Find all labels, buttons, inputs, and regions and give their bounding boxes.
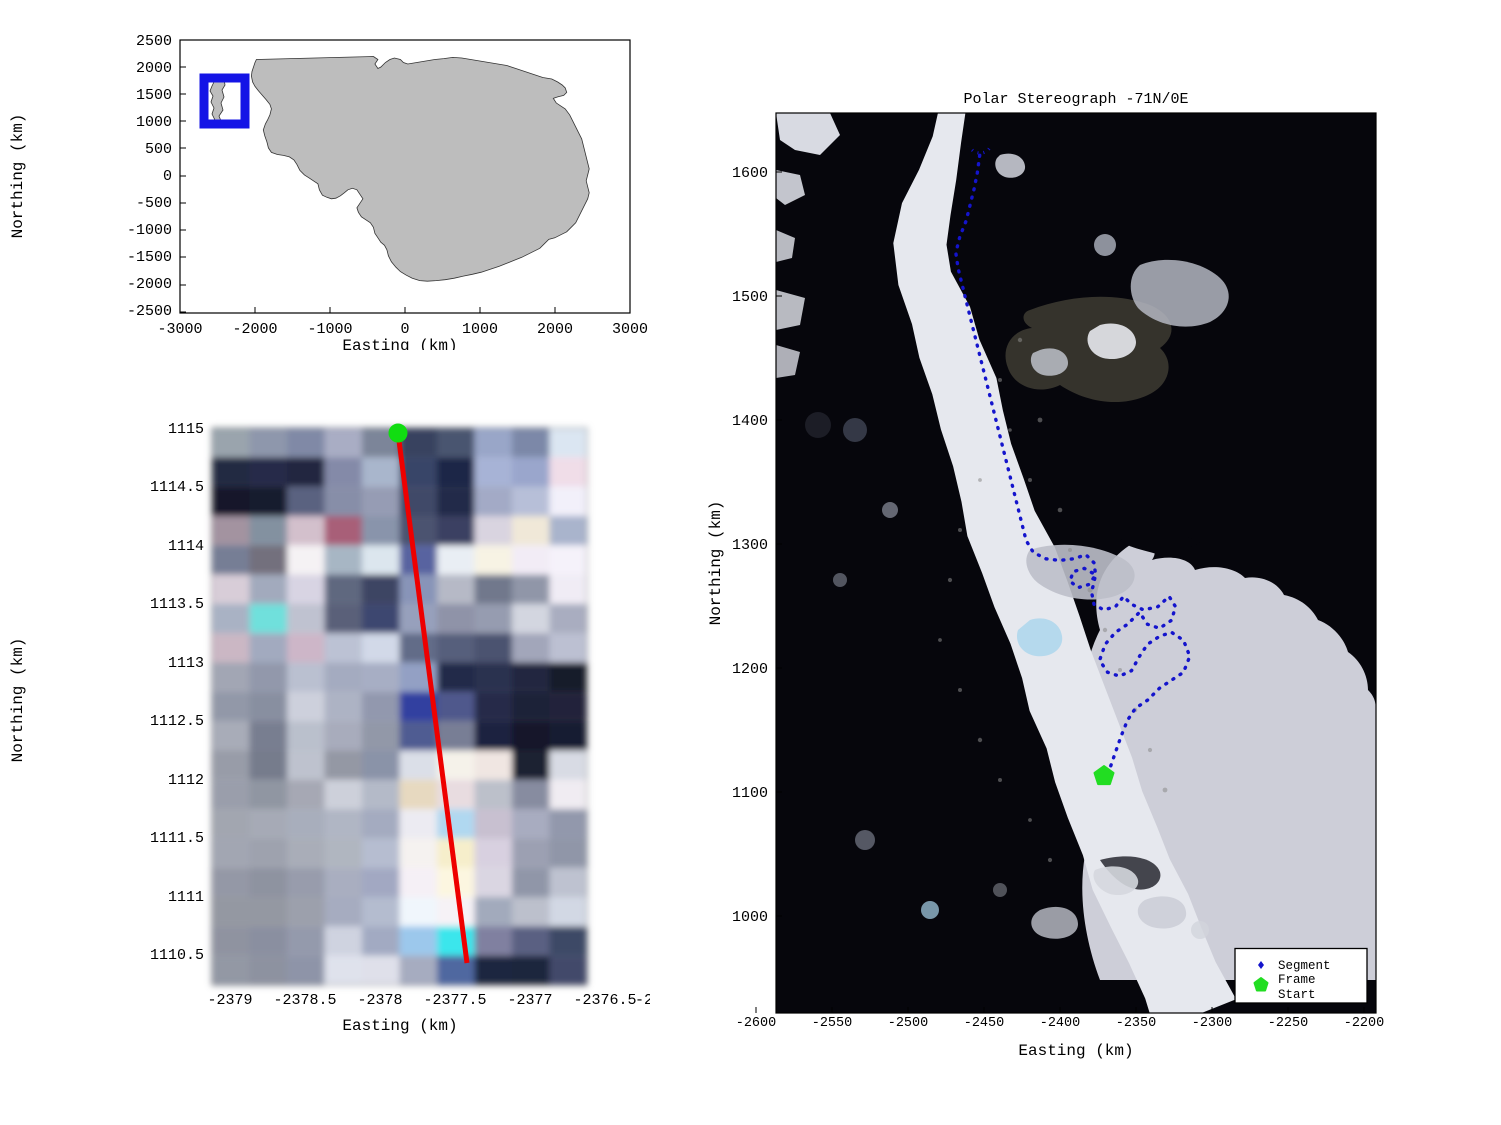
svg-text:2000: 2000 bbox=[537, 321, 573, 338]
svg-text:1114: 1114 bbox=[168, 538, 204, 555]
svg-text:-2250: -2250 bbox=[1268, 1016, 1309, 1031]
svg-text:1600: 1600 bbox=[732, 165, 768, 182]
svg-text:-2550: -2550 bbox=[812, 1016, 853, 1031]
svg-text:-3000: -3000 bbox=[157, 321, 202, 338]
svg-text:1112.5: 1112.5 bbox=[150, 713, 204, 730]
svg-text:-2500: -2500 bbox=[888, 1016, 929, 1031]
svg-text:1115: 1115 bbox=[168, 421, 204, 438]
svg-text:3000: 3000 bbox=[612, 321, 648, 338]
svg-text:1300: 1300 bbox=[732, 537, 768, 554]
svg-text:-1000: -1000 bbox=[307, 321, 352, 338]
svg-text:1500: 1500 bbox=[136, 87, 172, 104]
svg-text:-2379: -2379 bbox=[207, 992, 252, 1009]
svg-text:2500: 2500 bbox=[136, 33, 172, 50]
svg-text:1113.5: 1113.5 bbox=[150, 596, 204, 613]
svg-text:-2350: -2350 bbox=[1116, 1016, 1157, 1031]
svg-text:0: 0 bbox=[163, 168, 172, 185]
svg-text:1113: 1113 bbox=[168, 655, 204, 672]
svg-text:2000: 2000 bbox=[136, 60, 172, 77]
svg-text:1110.5: 1110.5 bbox=[150, 947, 204, 964]
svg-text:0: 0 bbox=[400, 321, 409, 338]
svg-text:-2200: -2200 bbox=[1344, 1016, 1385, 1031]
svg-text:1400: 1400 bbox=[732, 413, 768, 430]
svg-text:500: 500 bbox=[145, 141, 172, 158]
svg-text:1114.5: 1114.5 bbox=[150, 479, 204, 496]
svg-text:Segment: Segment bbox=[1278, 959, 1331, 973]
svg-text:1111: 1111 bbox=[168, 889, 204, 906]
svg-text:1000: 1000 bbox=[732, 909, 768, 926]
svg-text:-2378.5: -2378.5 bbox=[273, 992, 336, 1009]
svg-text:-2450: -2450 bbox=[964, 1016, 1005, 1031]
svg-text:1000: 1000 bbox=[136, 114, 172, 131]
svg-text:-2376.5: -2376.5 bbox=[573, 992, 636, 1009]
svg-text:Frame: Frame bbox=[1278, 973, 1316, 987]
svg-text:-2378: -2378 bbox=[357, 992, 402, 1009]
svg-text:1100: 1100 bbox=[732, 785, 768, 802]
svg-text:Northing (km): Northing (km) bbox=[707, 501, 725, 626]
svg-text:Polar Stereograph -71N/0E: Polar Stereograph -71N/0E bbox=[963, 91, 1188, 108]
svg-text:Northing (km): Northing (km) bbox=[9, 114, 27, 239]
svg-text:Easting (km): Easting (km) bbox=[342, 1017, 457, 1035]
svg-text:-500: -500 bbox=[136, 195, 172, 212]
svg-text:-2300: -2300 bbox=[1192, 1016, 1233, 1031]
svg-text:-1500: -1500 bbox=[127, 249, 172, 266]
svg-text:-2600: -2600 bbox=[736, 1016, 777, 1031]
svg-text:Easting (km): Easting (km) bbox=[342, 337, 457, 350]
svg-text:1500: 1500 bbox=[732, 289, 768, 306]
svg-text:Easting (km): Easting (km) bbox=[1018, 1042, 1133, 1060]
svg-text:1111.5: 1111.5 bbox=[150, 830, 204, 847]
svg-text:-2376: -2376 bbox=[635, 992, 650, 1009]
svg-text:-2000: -2000 bbox=[127, 276, 172, 293]
svg-text:Northing (km): Northing (km) bbox=[9, 638, 27, 763]
svg-text:Start: Start bbox=[1278, 988, 1316, 1002]
svg-text:-1000: -1000 bbox=[127, 222, 172, 239]
svg-text:1200: 1200 bbox=[732, 661, 768, 678]
svg-text:-2377: -2377 bbox=[507, 992, 552, 1009]
svg-text:1112: 1112 bbox=[168, 772, 204, 789]
svg-text:-2500: -2500 bbox=[127, 303, 172, 320]
svg-text:-2400: -2400 bbox=[1040, 1016, 1081, 1031]
svg-text:-2000: -2000 bbox=[232, 321, 277, 338]
svg-text:-2377.5: -2377.5 bbox=[423, 992, 486, 1009]
svg-text:1000: 1000 bbox=[462, 321, 498, 338]
